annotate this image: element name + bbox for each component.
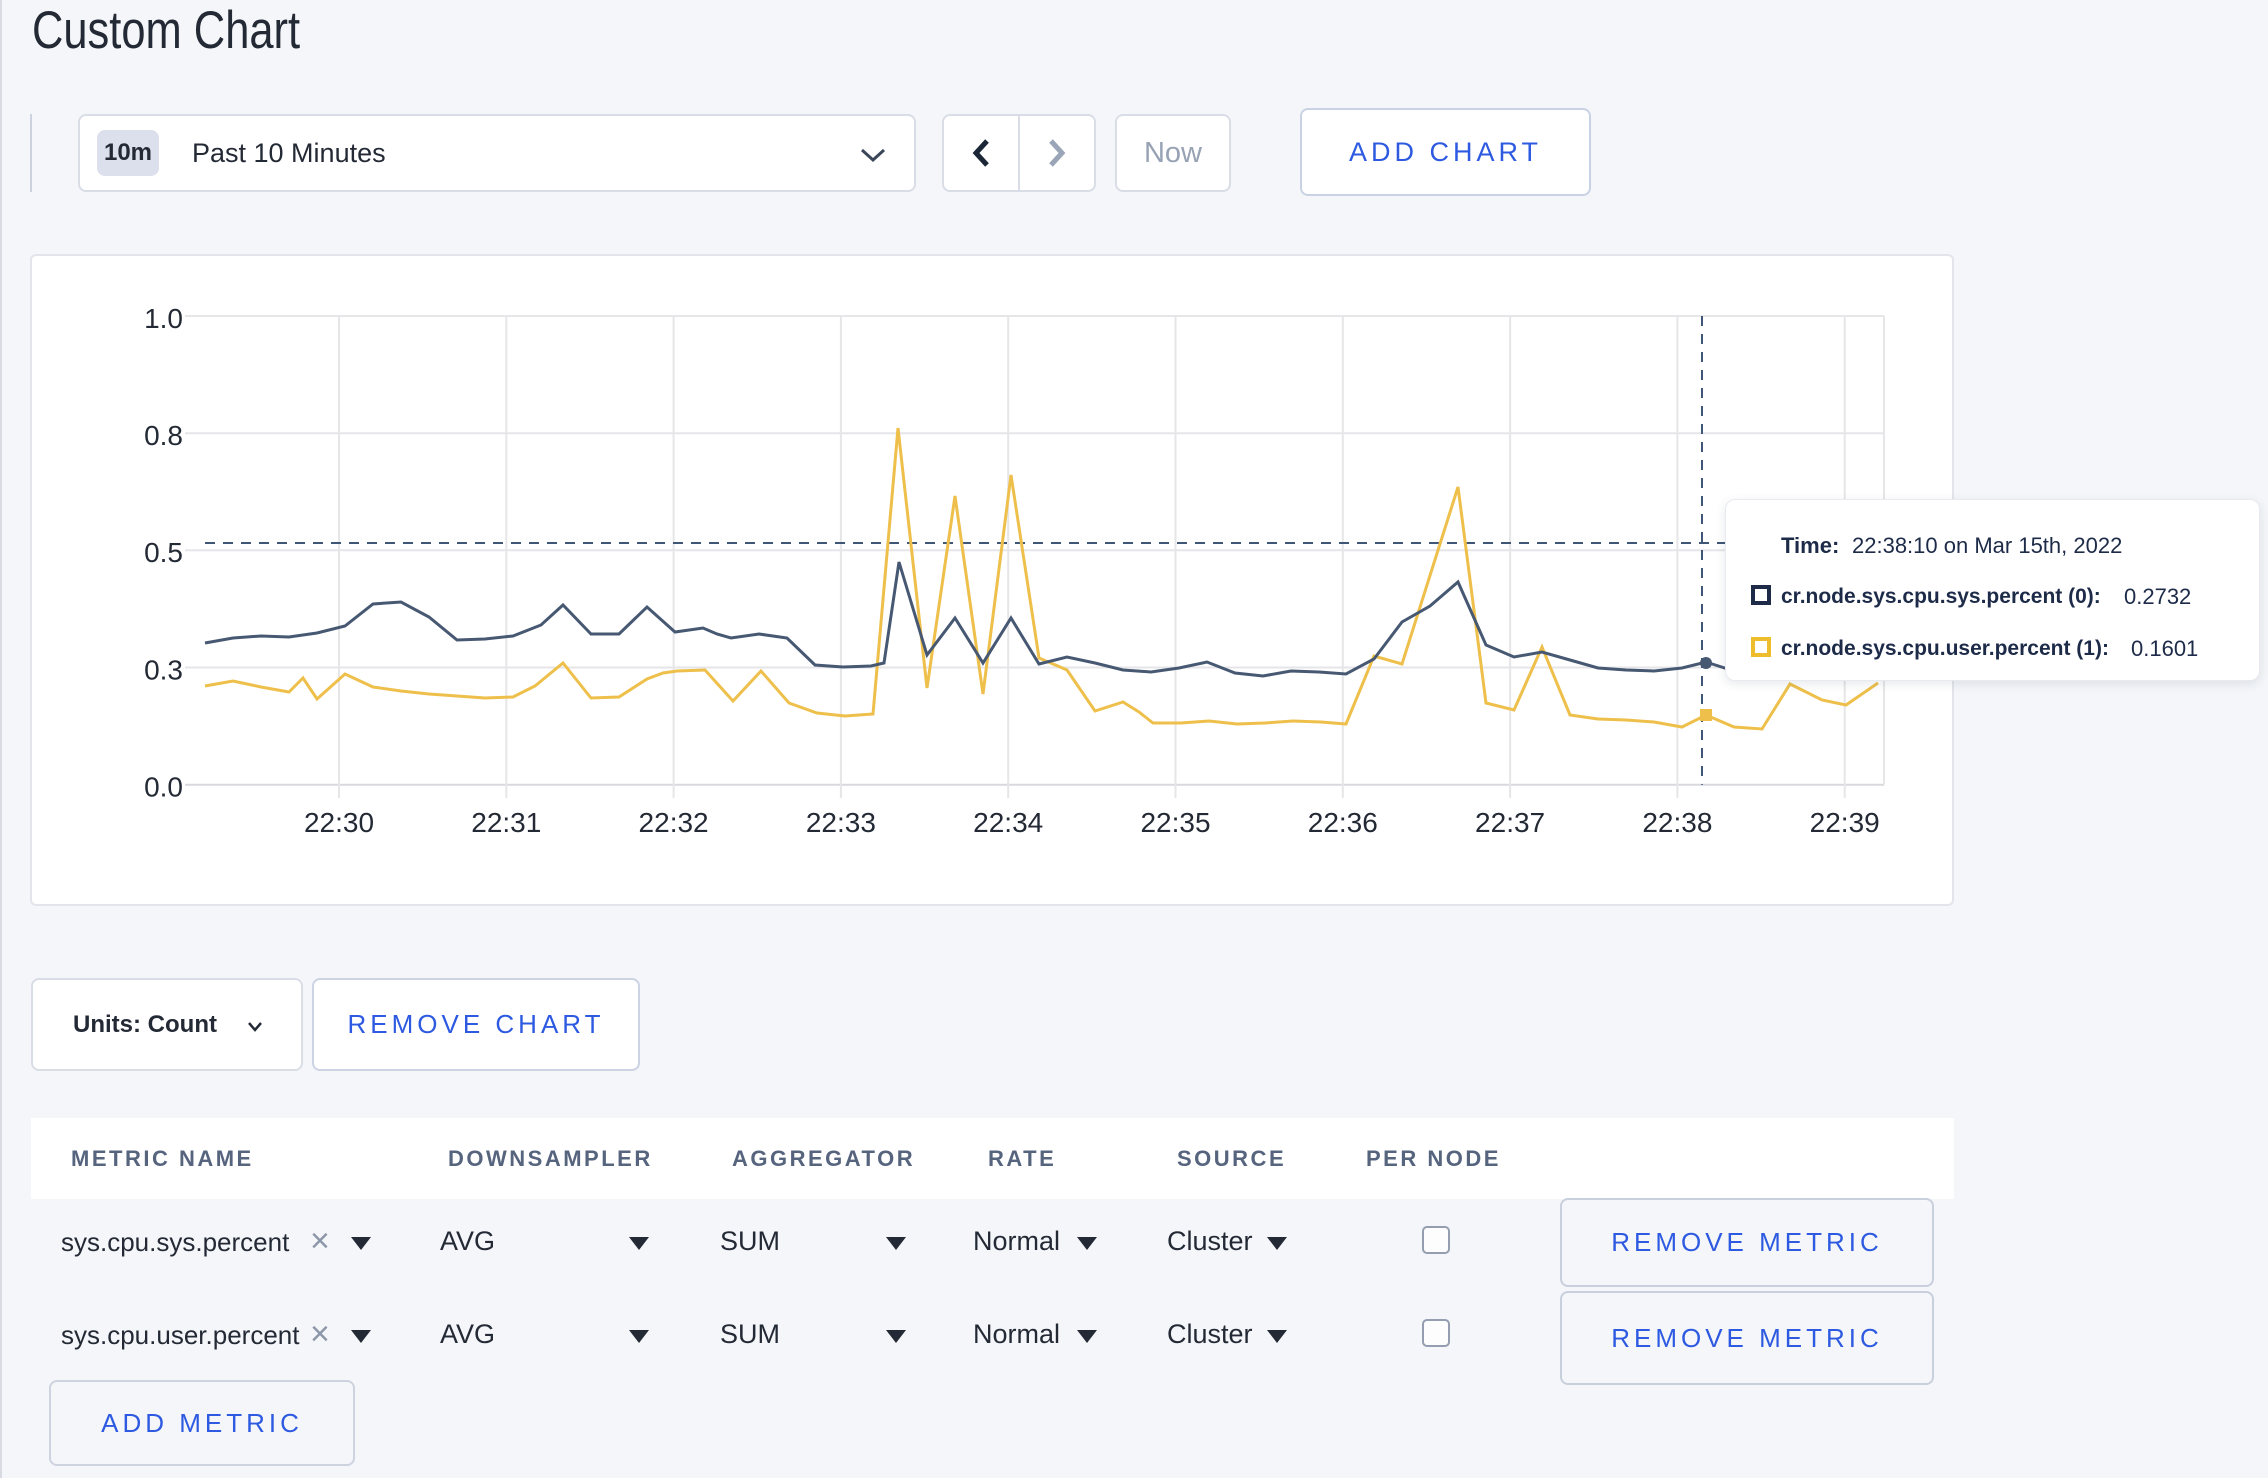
svg-text:0.0: 0.0 — [144, 772, 183, 803]
svg-text:22:34: 22:34 — [973, 807, 1043, 838]
svg-text:1.0: 1.0 — [144, 303, 183, 334]
svg-text:22:35: 22:35 — [1140, 807, 1210, 838]
svg-text:0.8: 0.8 — [144, 420, 183, 451]
svg-text:22:31: 22:31 — [471, 807, 541, 838]
svg-text:22:38: 22:38 — [1642, 807, 1712, 838]
svg-text:22:39: 22:39 — [1810, 807, 1880, 838]
svg-text:0.3: 0.3 — [144, 655, 183, 686]
svg-text:22:37: 22:37 — [1475, 807, 1545, 838]
svg-text:22:33: 22:33 — [806, 807, 876, 838]
svg-text:22:30: 22:30 — [304, 807, 374, 838]
svg-text:22:32: 22:32 — [639, 807, 709, 838]
svg-text:0.5: 0.5 — [144, 537, 183, 568]
svg-text:22:36: 22:36 — [1308, 807, 1378, 838]
